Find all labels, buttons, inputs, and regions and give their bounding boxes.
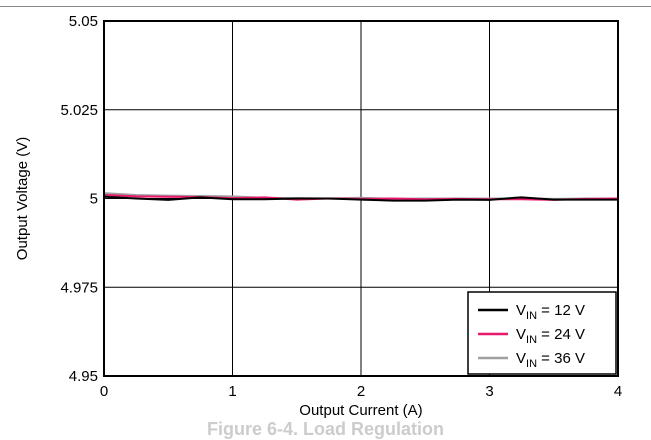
legend-label: VIN = 24 V [516, 326, 585, 346]
legend: VIN = 12 V VIN = 24 V VIN = 36 V [467, 291, 617, 375]
x-tick-label: 1 [228, 383, 236, 400]
x-axis-label: Output Current (A) [299, 402, 422, 419]
x-tick-label: 4 [614, 383, 622, 400]
top-rule [0, 6, 651, 7]
x-tick-label: 0 [100, 383, 108, 400]
tick-labels: 0 1 2 3 4 4.95 4.975 5 5.025 5.05 [60, 13, 622, 400]
figure-caption: Figure 6-4. Load Regulation [206, 419, 444, 439]
x-tick-label: 3 [485, 383, 493, 400]
y-tick-label: 4.95 [69, 368, 98, 385]
series-layer [103, 192, 619, 202]
y-tick-label: 5.05 [69, 13, 98, 30]
legend-label: VIN = 12 V [516, 302, 585, 322]
y-axis-label: Output Voltage (V) [14, 137, 31, 260]
x-tick-label: 2 [357, 383, 365, 400]
legend-label: VIN = 36 V [516, 350, 585, 370]
y-tick-label: 5 [90, 191, 98, 208]
y-tick-label: 5.025 [60, 102, 98, 119]
series-line-12-v [103, 195, 618, 202]
y-tick-label: 4.975 [60, 279, 98, 296]
plot-frame [103, 20, 619, 377]
